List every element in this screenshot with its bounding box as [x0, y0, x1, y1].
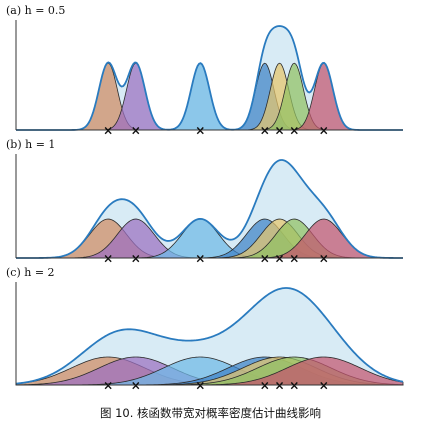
panel-h-0-5: (a) h = 0.5 × × × × × × ×	[6, 4, 403, 138]
sample-marker-7: ×	[319, 252, 329, 266]
sample-marker-3: ×	[195, 124, 205, 138]
kernel-curve-3	[16, 62, 403, 131]
sample-marker-6: ×	[289, 379, 299, 393]
sample-marker-3: ×	[195, 379, 205, 393]
sample-marker-5: ×	[274, 252, 284, 266]
sample-marker-7: ×	[319, 124, 329, 138]
sample-marker-5: ×	[274, 124, 284, 138]
sample-marker-2: ×	[131, 124, 141, 138]
panel-h-2: (c) h = 2 × × × × × × ×	[6, 266, 404, 393]
kde-curve	[16, 159, 404, 259]
sample-marker-3: ×	[195, 252, 205, 266]
sample-marker-4: ×	[260, 124, 270, 138]
sample-marker-2: ×	[131, 252, 141, 266]
sample-marker-4: ×	[260, 379, 270, 393]
sample-marker-7: ×	[319, 379, 329, 393]
sample-marker-1: ×	[103, 252, 113, 266]
kde-curve	[16, 25, 403, 131]
sample-marker-5: ×	[274, 379, 284, 393]
panel-label: (b) h = 1	[6, 138, 55, 151]
sample-marker-1: ×	[103, 124, 113, 138]
kde-curve	[15, 287, 404, 385]
kde-bandwidth-figure: (a) h = 0.5 × × × × × × × (b) h = 1 × × × × × × × (c…	[6, 4, 404, 393]
figure-caption: 图 10. 核函数带宽对概率密度估计曲线影响	[99, 406, 322, 420]
sample-marker-6: ×	[289, 124, 299, 138]
panel-label: (c) h = 2	[6, 266, 55, 279]
sample-marker-2: ×	[131, 379, 141, 393]
sample-marker-1: ×	[103, 379, 113, 393]
panel-label: (a) h = 0.5	[6, 4, 65, 17]
sample-marker-6: ×	[289, 252, 299, 266]
sample-marker-4: ×	[260, 252, 270, 266]
panel-h-1: (b) h = 1 × × × × × × ×	[6, 138, 404, 266]
